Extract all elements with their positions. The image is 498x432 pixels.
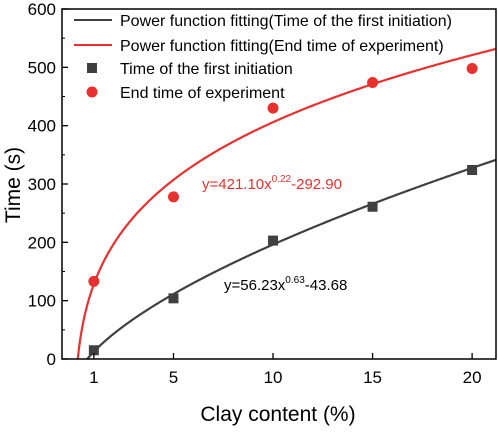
x-tick-label: 10 [264,368,283,387]
y-tick-label: 0 [47,350,56,369]
data-point-square [367,201,378,212]
legend-label-first: Time of the first initiation [120,61,293,78]
y-tick-label: 100 [28,292,56,311]
data-points [88,63,478,356]
legend-label-end: End time of experiment [120,85,285,102]
equation-offset: -43.68 [305,277,348,294]
legend-label-fit-end: Power function fitting(End time of exper… [120,38,444,55]
data-point-circle [88,275,100,287]
y-tick-label: 300 [28,175,56,194]
x-tick-label: 1 [89,368,98,387]
x-axis-title: Clay content (%) [200,403,355,426]
y-tick-label: 200 [28,233,56,252]
legend-label-fit-first: Power function fitting(Time of the first… [120,13,452,30]
fit-equation-end-time: y=421.10x0.22-292.90 [202,174,342,193]
data-point-square [467,165,478,175]
legend-marker-first [87,63,97,73]
equation-offset: -292.90 [291,176,342,193]
data-point-circle [466,63,478,74]
x-tick-label: 5 [169,368,178,387]
x-tick-label: 20 [463,368,482,387]
y-tick-label: 600 [28,0,56,19]
data-point-square [268,235,279,246]
equation-base: y=421.10x [202,176,272,193]
data-point-circle [367,77,379,88]
data-point-square [88,345,99,356]
equation-base: y=56.23x [224,277,286,294]
data-point-circle [267,102,279,114]
legend-marker-end [86,86,98,98]
legend: Power function fitting(Time of the first… [74,13,452,102]
y-tick-label: 400 [28,117,56,136]
equation-exponent: 0.63 [285,275,305,286]
data-point-square [168,293,179,304]
fit-equation-first-initiation: y=56.23x0.63-43.68 [224,275,347,294]
data-point-circle [167,191,179,203]
y-axis-title: Time (s) [2,147,25,223]
x-tick-label: 15 [363,368,382,387]
equation-exponent: 0.22 [272,174,292,185]
y-tick-label: 500 [28,58,56,77]
